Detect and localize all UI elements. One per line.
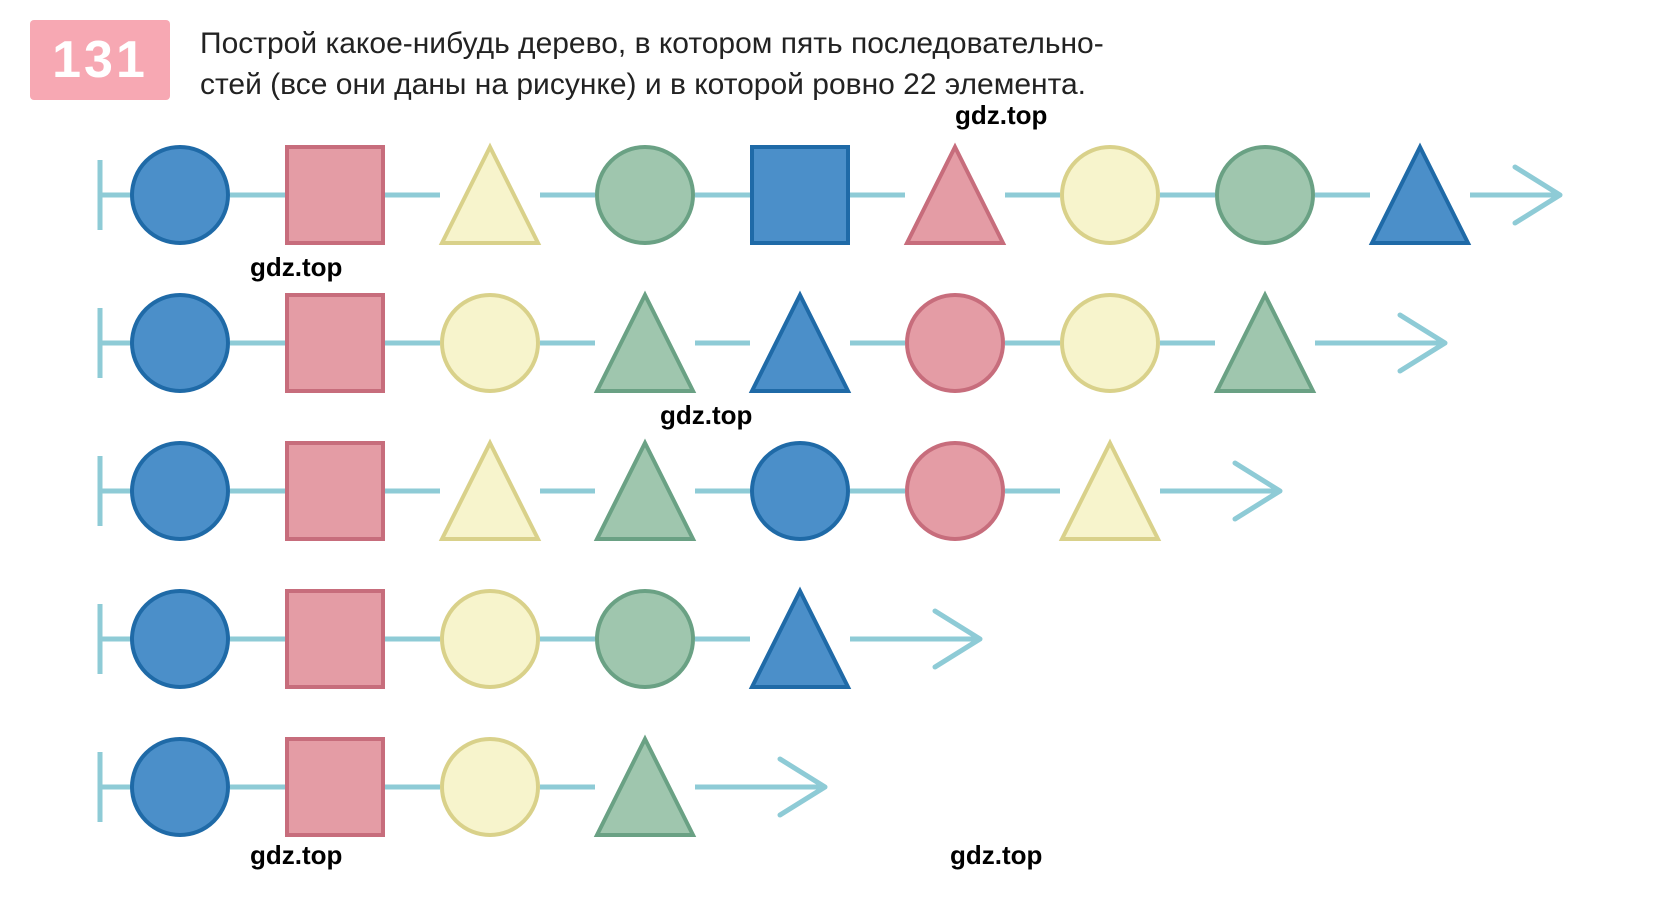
- sequence-svg: [80, 283, 1485, 403]
- shape-triangle: [907, 147, 1003, 243]
- sequence-row: [80, 283, 1640, 403]
- shape-circle: [1217, 147, 1313, 243]
- task-text: Построй какое-нибудь дерево, в котором п…: [200, 20, 1640, 105]
- shape-circle: [132, 295, 228, 391]
- sequence-svg: [80, 579, 1020, 699]
- shape-circle: [442, 591, 538, 687]
- page: 131 Построй какое-нибудь дерево, в котор…: [0, 0, 1670, 905]
- shape-circle: [597, 591, 693, 687]
- shape-circle: [907, 295, 1003, 391]
- shape-square: [287, 295, 383, 391]
- sequence-row: [80, 727, 1640, 847]
- sequence-svg: [80, 135, 1600, 255]
- shape-square: [287, 443, 383, 539]
- shape-square: [287, 591, 383, 687]
- shape-triangle: [442, 147, 538, 243]
- sequences-container: [30, 135, 1640, 847]
- shape-circle: [132, 591, 228, 687]
- shape-circle: [442, 739, 538, 835]
- shape-triangle: [752, 591, 848, 687]
- shape-square: [287, 147, 383, 243]
- shape-triangle: [1372, 147, 1468, 243]
- sequence-row: [80, 579, 1640, 699]
- sequence-svg: [80, 431, 1320, 551]
- shape-circle: [1062, 147, 1158, 243]
- shape-triangle: [1217, 295, 1313, 391]
- sequence-row: [80, 135, 1640, 255]
- task-number-badge: 131: [30, 20, 170, 100]
- shape-circle: [1062, 295, 1158, 391]
- task-header: 131 Построй какое-нибудь дерево, в котор…: [30, 20, 1640, 105]
- task-text-line1: Построй какое-нибудь дерево, в котором п…: [200, 27, 1104, 60]
- shape-triangle: [442, 443, 538, 539]
- sequence-row: [80, 431, 1640, 551]
- shape-square: [287, 739, 383, 835]
- shape-circle: [132, 147, 228, 243]
- shape-triangle: [597, 295, 693, 391]
- shape-triangle: [597, 443, 693, 539]
- shape-circle: [132, 739, 228, 835]
- shape-circle: [132, 443, 228, 539]
- shape-circle: [907, 443, 1003, 539]
- shape-triangle: [1062, 443, 1158, 539]
- shape-square: [752, 147, 848, 243]
- shape-circle: [442, 295, 538, 391]
- shape-triangle: [752, 295, 848, 391]
- shape-triangle: [597, 739, 693, 835]
- shape-circle: [752, 443, 848, 539]
- task-text-line2: стей (все они даны на рисунке) и в котор…: [200, 68, 1086, 101]
- shape-circle: [597, 147, 693, 243]
- sequence-svg: [80, 727, 865, 847]
